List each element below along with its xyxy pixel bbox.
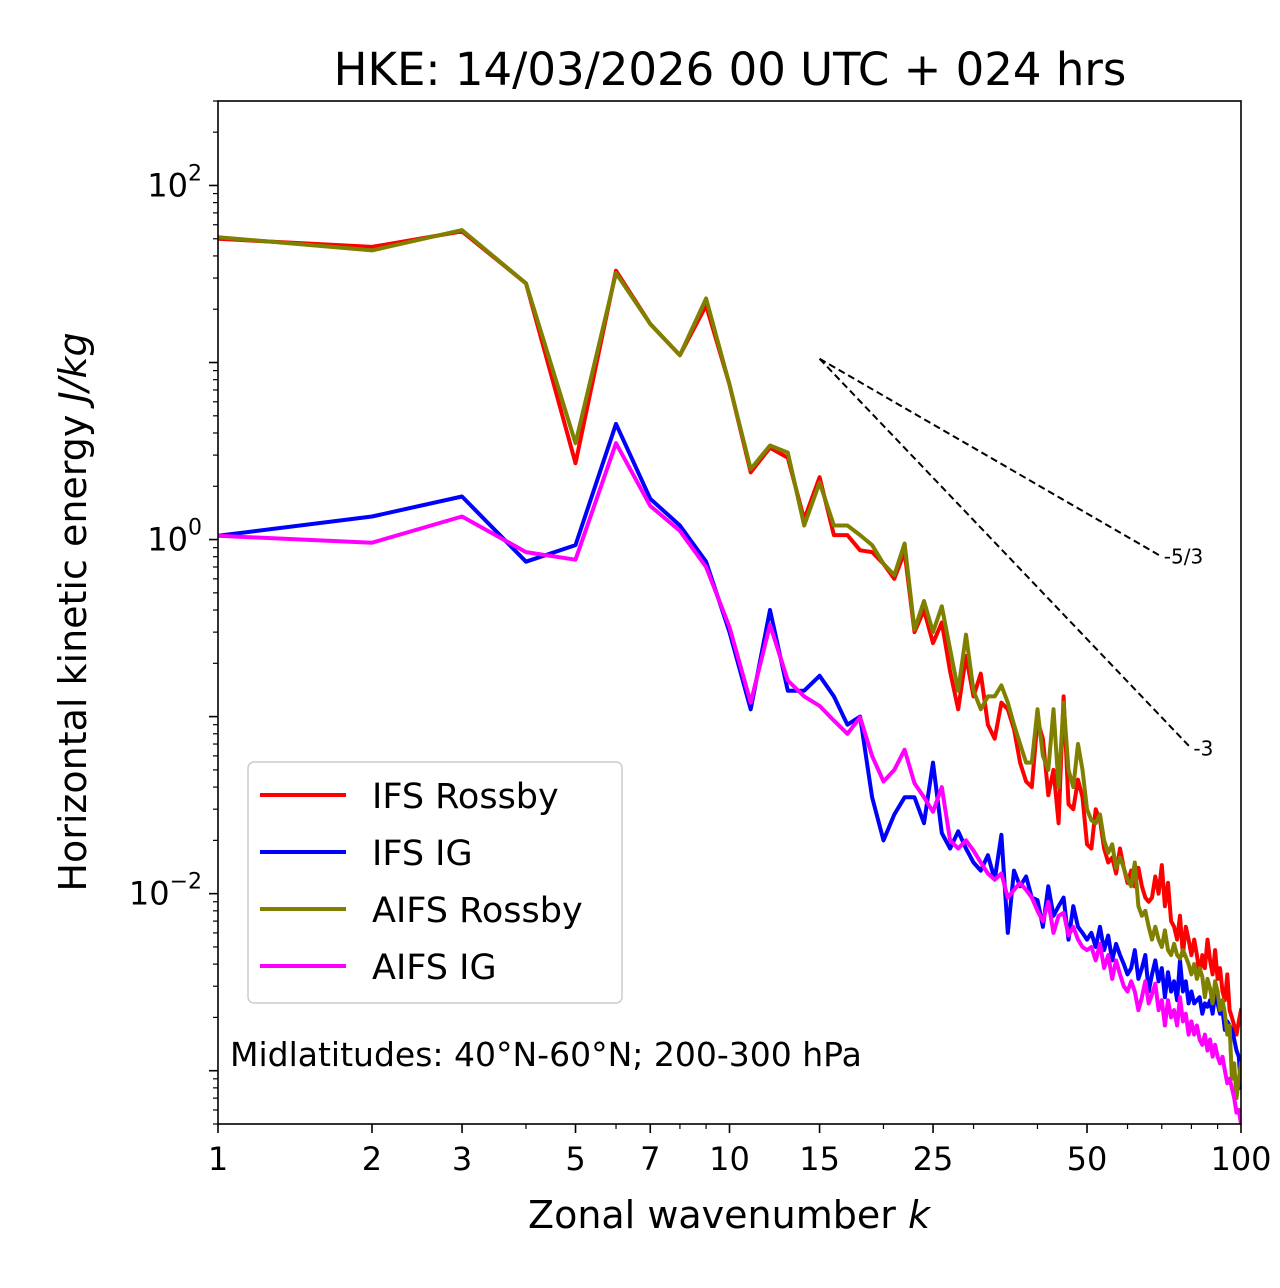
y-axis-label-text: Horizontal kinetic energy: [51, 415, 95, 892]
legend-label: IFS IG: [372, 834, 473, 874]
x-axis-label-var: k: [908, 1193, 932, 1237]
x-tick-label: 3: [452, 1140, 472, 1178]
legend-label: AIFS IG: [372, 948, 497, 988]
y-axis-label: Horizontal kinetic energy J/kg: [51, 332, 95, 891]
x-tick-label: 10: [709, 1140, 750, 1178]
x-tick-label: 100: [1210, 1140, 1271, 1178]
y-tick-label: 102: [147, 161, 202, 204]
x-tick-label: 1: [208, 1140, 228, 1178]
legend-label: IFS Rossby: [372, 777, 559, 817]
x-tick-label: 25: [913, 1140, 954, 1178]
y-axis-ticks: 102 100 10−2: [129, 161, 218, 913]
x-tick-label: 5: [565, 1140, 585, 1178]
legend-frame: [247, 761, 623, 1004]
minor-ticks: [209, 100, 1219, 1129]
x-axis-label: Zonal wavenumber k: [528, 1193, 932, 1237]
data-series: [218, 228, 1241, 1124]
reference-slope-labels: -5/3 -3: [1164, 545, 1214, 761]
legend: IFS Rossby IFS IG AIFS Rossby AIFS IG: [247, 761, 623, 1004]
reference-slope-line: [818, 358, 1193, 750]
region-annotation: Midlatitudes: 40°N-60°N; 200-300 hPa: [230, 1035, 862, 1074]
x-axis-label-text: Zonal wavenumber: [528, 1193, 896, 1237]
series-line: [218, 229, 1241, 1037]
x-tick-label: 15: [799, 1140, 840, 1178]
series-line: [218, 228, 1241, 1101]
series-line: [218, 421, 1241, 1091]
legend-label: AIFS Rossby: [372, 891, 583, 931]
reference-slope-label: -3: [1193, 737, 1213, 761]
x-tick-label: 50: [1067, 1140, 1108, 1178]
y-tick-label: 10−2: [129, 870, 202, 913]
reference-slope-lines: [818, 357, 1193, 750]
x-axis-ticks: 1 2 3 5 7 10 15 25 50 100: [208, 1124, 1272, 1178]
y-axis-label-unit: J/kg: [51, 332, 95, 409]
series-line: [218, 441, 1241, 1124]
y-tick-label: 100: [147, 516, 202, 559]
x-tick-label: 7: [640, 1140, 660, 1178]
x-tick-label: 2: [362, 1140, 382, 1178]
chart-title: HKE: 14/03/2026 00 UTC + 024 hrs: [334, 43, 1127, 96]
reference-slope-label: -5/3: [1164, 545, 1203, 569]
